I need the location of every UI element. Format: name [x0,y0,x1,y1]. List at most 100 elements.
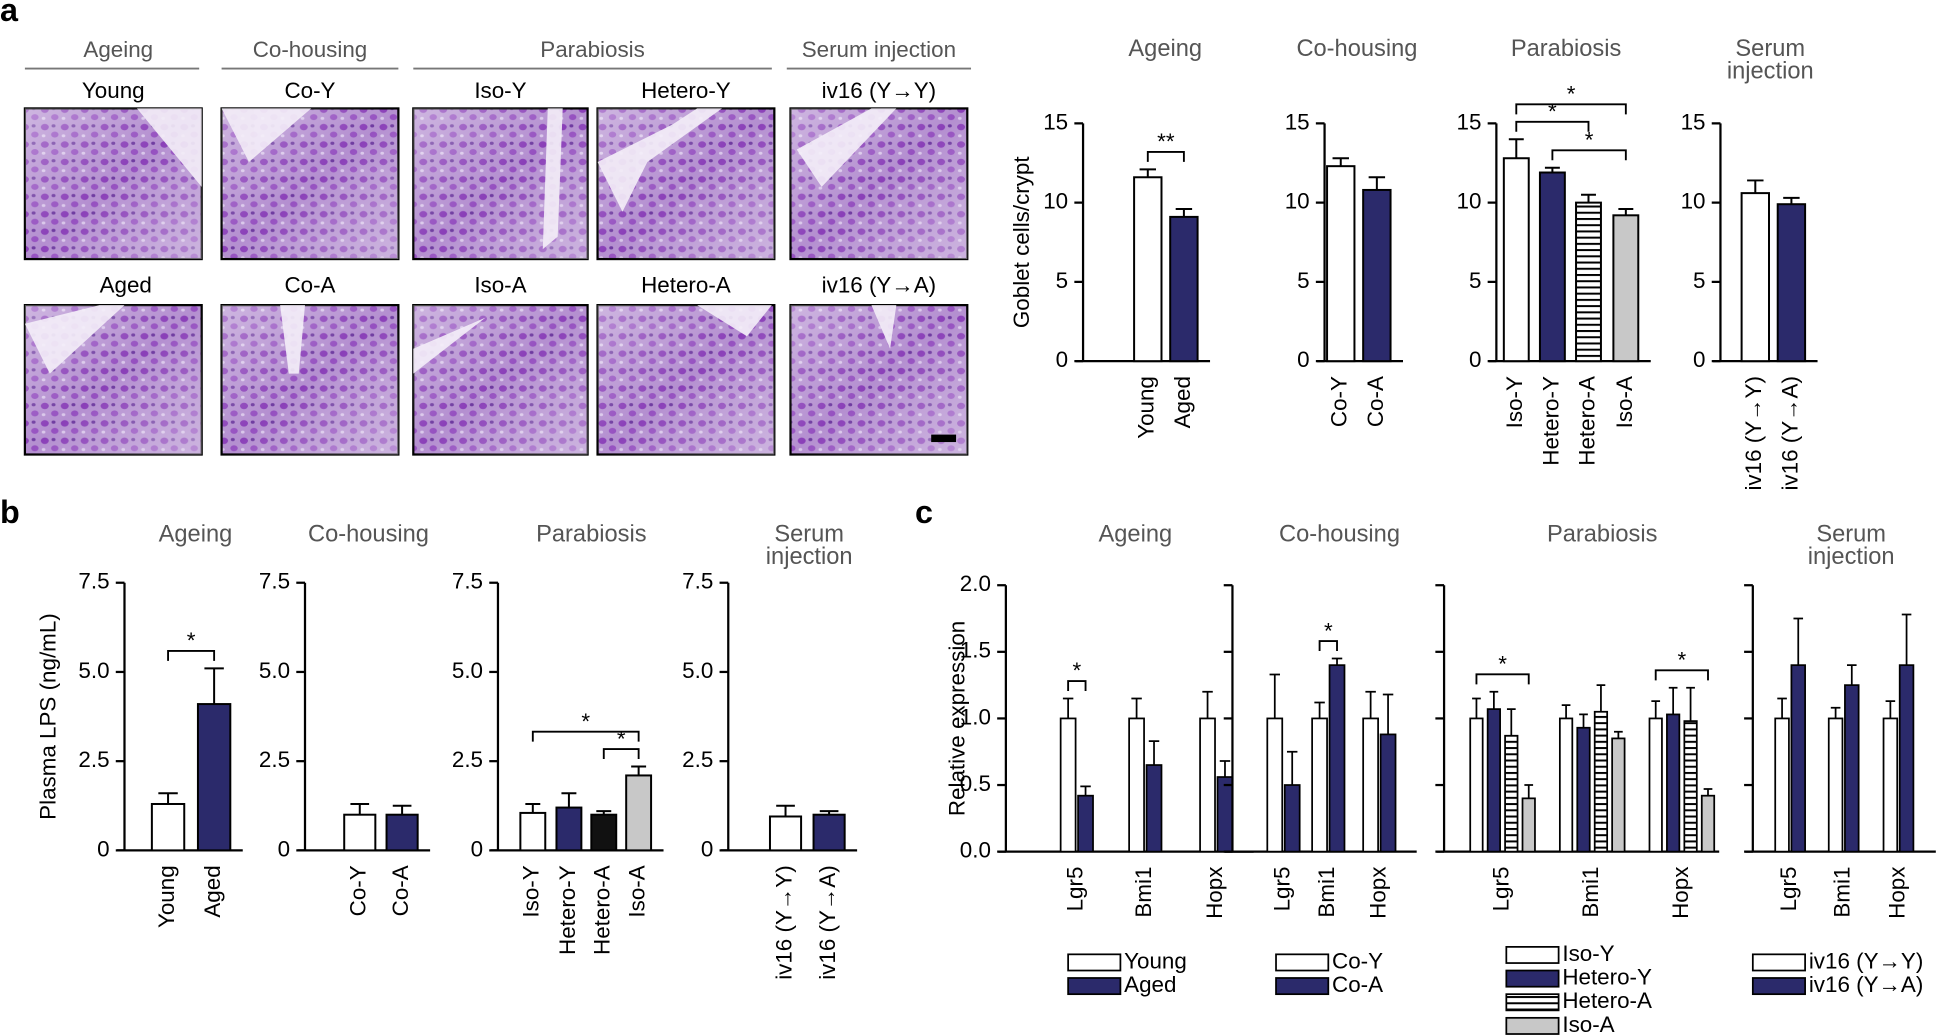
lumen-shapes [24,108,897,374]
bar [812,813,846,852]
legend-swatch [1751,953,1806,972]
group-header: Ageing [83,37,153,62]
x-tick-label: Young [1134,376,1159,439]
significance-label: * [1072,658,1081,683]
error-bar [819,810,839,815]
x-tick-label: Lgr5 [1776,867,1801,912]
x-tick-label: Co-A [388,865,413,916]
bar [1145,764,1163,853]
error-bar [1314,701,1325,719]
error-bar [1668,686,1678,715]
error-bar [1062,697,1074,719]
y-tick-label: 10 [1285,189,1310,214]
legend-label: Aged [1124,972,1176,997]
x-tick-label: Co-Y [346,865,371,916]
error-bar [350,802,370,815]
bar [1133,176,1163,363]
group-header: Serum injection [802,37,956,62]
error-bar [1508,138,1524,159]
x-tick-label: iv16 (Y→A) [815,865,840,979]
error-bar [1219,760,1231,778]
x-tick-label: Aged [200,865,225,917]
error-bar [1618,207,1634,216]
y-tick-label: 7.5 [78,569,109,594]
error-bar [1382,693,1394,735]
legend-label: Young [1124,948,1187,973]
micrograph-label: iv16 (Y→Y) [822,78,936,103]
error-bar [1579,713,1588,728]
error-bar [1332,157,1349,167]
y-tick-label: 5.0 [259,658,290,683]
y-tick-label: 5.0 [682,658,713,683]
chart-title-box: Serum injection [1726,38,1814,85]
bar [150,802,186,852]
y-tick-label: 15 [1285,109,1310,134]
y-tick-label: 0.5 [960,771,991,796]
y-tick-label: 5 [1469,268,1481,293]
y-axis-label: Plasma LPS (ng/mL) [36,613,61,820]
error-bar [1286,750,1298,786]
error-bar [1365,690,1376,719]
error-bar [1175,207,1193,217]
x-tick-label: Co-A [1363,376,1388,427]
error-bar [1524,784,1534,799]
legend-swatch [1275,977,1330,996]
bar [590,813,618,852]
error-bar [1202,690,1213,719]
chart-title: Serum injection [765,524,853,571]
bar [1666,713,1681,853]
bar [1827,717,1844,853]
legend-swatch [1067,977,1122,996]
x-tick-label: iv16 (Y→Y) [1741,376,1766,490]
chart-title-box: Parabiosis [1511,39,1621,61]
bar [1593,710,1609,853]
bar [1266,717,1284,853]
y-tick-label: 15 [1681,109,1706,134]
bar [555,806,583,852]
chart-title: Serum injection [1726,38,1814,85]
error-bar [1793,617,1804,666]
legend-label: Co-A [1332,972,1383,997]
chart-title-box: Co-housing [308,524,429,546]
x-tick-label: iv16 (Y→Y) [771,865,796,979]
micrograph-label: Co-A [284,272,335,297]
error-bar [1747,179,1764,194]
significance-bracket [1067,680,1087,691]
error-bar [1777,697,1787,719]
x-tick-label: Hopx [1202,867,1227,919]
y-tick-label: 15 [1043,109,1068,134]
bar [1326,165,1356,363]
micrograph-label: iv16 (Y→A) [822,272,936,297]
group-header: Parabiosis [540,37,645,62]
bar [1128,717,1145,853]
significance-bracket [602,748,640,760]
significance-bracket [1146,150,1185,162]
y-tick-label: 1.5 [960,638,991,663]
panel-label: a [0,0,19,28]
x-tick-label: Hetero-A [590,865,615,955]
significance-label: * [617,726,626,751]
bar [1611,737,1626,853]
bar [1575,201,1602,363]
scale-bar [931,434,957,443]
y-tick-label: 2.5 [452,747,483,772]
x-tick-label: Young [154,865,179,928]
significance-bracket [1475,673,1530,685]
legend-label: Iso-Y [1562,941,1614,966]
y-tick-label: 10 [1681,189,1706,214]
error-bar [561,792,577,808]
y-tick-label: 1.0 [960,704,991,729]
bar [1328,664,1346,853]
bar [1576,726,1591,853]
y-tick-label: 5.0 [78,658,109,683]
error-bar [596,810,612,815]
bar [625,774,653,852]
micrograph-label: Aged [100,272,152,297]
significance-bracket [1654,669,1709,681]
significance-label: * [1498,652,1507,677]
legend-label: Iso-A [1562,1012,1614,1036]
y-tick-label: 5 [1297,268,1309,293]
y-tick-label: 5 [1056,268,1068,293]
y-tick-label: 5.0 [452,658,483,683]
